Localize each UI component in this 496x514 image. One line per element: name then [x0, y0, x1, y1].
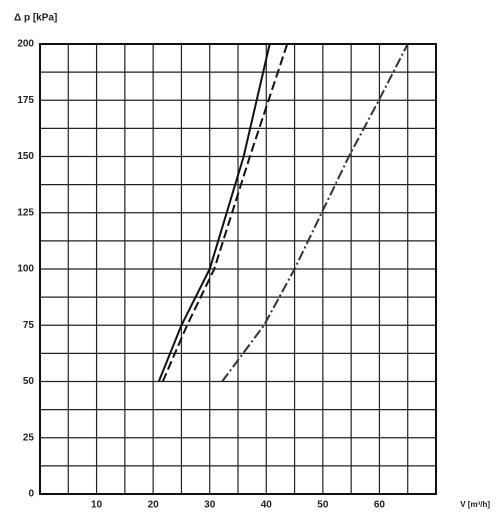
y-axis-label: Δ p [kPa] [14, 13, 57, 24]
y-tick-label: 0 [28, 489, 34, 500]
x-tick-label: 50 [317, 500, 329, 511]
series-line [157, 43, 271, 382]
x-tick-label: 10 [91, 500, 103, 511]
plot-frame [39, 43, 437, 495]
x-tick-label: 60 [374, 500, 386, 511]
x-tick-label: 30 [204, 500, 216, 511]
y-tick-label: 175 [17, 95, 34, 106]
y-tick-label: 75 [23, 320, 35, 331]
x-axis-label: V [m³/h] [460, 500, 490, 509]
series-line [161, 43, 289, 382]
x-tick-label: 40 [261, 500, 273, 511]
y-tick-label: 100 [17, 264, 34, 275]
y-tick-label: 125 [17, 207, 34, 218]
y-tick-label: 25 [23, 432, 35, 443]
y-tick-label: 200 [17, 39, 34, 50]
x-tick-label: 20 [148, 500, 160, 511]
y-tick-label: 150 [17, 151, 34, 162]
y-tick-label: 50 [23, 376, 35, 387]
